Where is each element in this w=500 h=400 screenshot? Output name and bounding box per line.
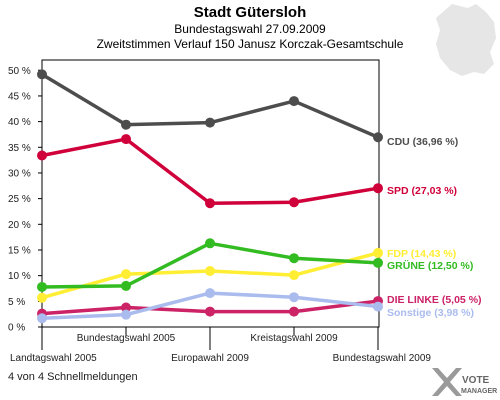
series-group	[37, 69, 383, 324]
data-point	[373, 257, 383, 268]
data-point	[289, 292, 299, 303]
data-point	[121, 309, 131, 320]
data-point	[373, 183, 383, 194]
x-tick-label: Landtagswahl 2005	[10, 353, 97, 364]
data-point	[205, 288, 215, 299]
vote-manager-logo: VOTE MANAGER	[432, 368, 497, 396]
logo-line-1: VOTE	[462, 375, 490, 386]
data-point	[37, 292, 47, 303]
data-point	[37, 313, 47, 324]
y-tick-label: 0 %	[8, 323, 25, 334]
data-point	[205, 306, 215, 317]
data-point	[289, 197, 299, 208]
y-tick-label: 45 %	[8, 91, 31, 102]
data-point	[373, 301, 383, 312]
y-tick-label: 20 %	[8, 220, 31, 231]
data-point	[121, 134, 131, 145]
data-point	[37, 69, 47, 80]
series-end-label: SPD (27,03 %)	[387, 185, 457, 197]
data-point	[37, 281, 47, 292]
x-tick-label: Kreistagswahl 2009	[250, 333, 338, 344]
y-tick-label: 30 %	[8, 168, 31, 179]
x-tick-label: Bundestagswahl 2009	[333, 353, 432, 364]
germany-map-icon	[436, 4, 496, 76]
data-point	[289, 306, 299, 317]
y-tick-label: 50 %	[8, 66, 31, 77]
series-line	[41, 137, 379, 206]
logo-line-2: MANAGER	[461, 388, 497, 395]
series-end-label: DIE LINKE (5,05 %)	[387, 294, 482, 306]
data-point	[373, 132, 383, 143]
chart-subtitle-2: Zweitstimmen Verlauf 150 Janusz Korczak-…	[97, 37, 404, 51]
data-point	[205, 238, 215, 249]
end-labels-group: CDU (36,96 %) SPD (27,03 %) FDP (14,43 %)G…	[387, 136, 482, 319]
data-point	[205, 117, 215, 128]
data-point	[121, 280, 131, 291]
y-tick-label: 10 %	[8, 271, 31, 282]
chart-title: Stadt Gütersloh	[194, 4, 307, 21]
y-tick-label: 40 %	[8, 117, 31, 128]
chart-subtitle-1: Bundestagswahl 27.09.2009	[174, 22, 326, 36]
x-tick-label: Bundestagswahl 2005	[77, 333, 176, 344]
footer-text: 4 von 4 Schnellmeldungen	[8, 371, 138, 383]
x-axis: Landtagswahl 2005 Bundestagswahl 2005 Euro…	[10, 327, 431, 364]
data-point	[289, 96, 299, 107]
series-end-label: GRÜNE (12,50 %)	[387, 259, 473, 272]
series-end-label: Sonstige (3,98 %)	[387, 307, 474, 319]
data-point	[289, 270, 299, 281]
data-point	[121, 269, 131, 280]
logo-x-icon	[432, 368, 462, 396]
y-tick-label: 15 %	[8, 245, 31, 256]
data-point	[37, 150, 47, 161]
series-line	[41, 72, 379, 139]
data-point	[289, 253, 299, 264]
series-end-label: FDP (14,43 %)	[387, 248, 456, 260]
y-tick-label: 35 %	[8, 143, 31, 154]
series-end-label: CDU (36,96 %)	[387, 136, 458, 148]
x-tick-label: Europawahl 2009	[171, 353, 249, 364]
data-point	[121, 119, 131, 130]
data-point	[205, 198, 215, 209]
y-tick-label: 5 %	[8, 297, 25, 308]
data-point	[205, 266, 215, 277]
y-tick-label: 25 %	[8, 194, 31, 205]
data-point	[373, 247, 383, 258]
y-axis: 0 % 5 % 10 % 15 % 20 % 25 % 30 % 35 % 40 % 45 % 50…	[8, 66, 42, 334]
data-point	[121, 302, 131, 313]
